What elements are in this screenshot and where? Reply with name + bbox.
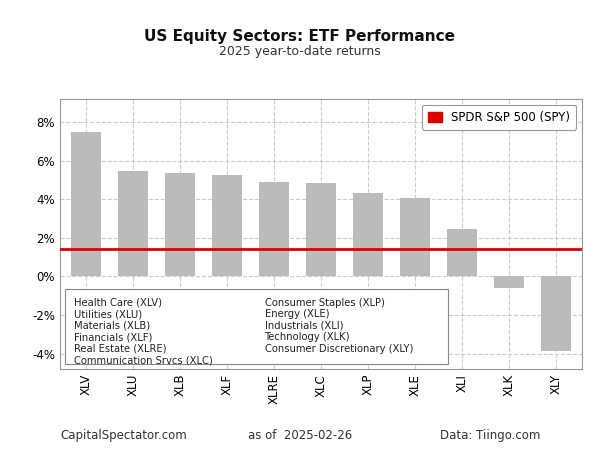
Bar	[353, 193, 383, 276]
Text: US Equity Sectors: ETF Performance: US Equity Sectors: ETF Performance	[145, 29, 455, 44]
Text: Technology (XLK): Technology (XLK)	[265, 333, 350, 342]
Text: Materials (XLB): Materials (XLB)	[74, 321, 150, 331]
Text: Industrials (XLI): Industrials (XLI)	[265, 321, 343, 331]
Bar	[164, 173, 195, 276]
Bar	[494, 276, 524, 288]
Legend: SPDR S&P 500 (SPY): SPDR S&P 500 (SPY)	[422, 105, 576, 130]
Bar	[306, 183, 336, 276]
Bar	[118, 171, 148, 276]
Text: 2025 year-to-date returns: 2025 year-to-date returns	[219, 45, 381, 58]
Bar	[447, 229, 478, 276]
Bar	[541, 276, 571, 351]
Text: Communication Srvcs (XLC): Communication Srvcs (XLC)	[74, 356, 213, 365]
FancyBboxPatch shape	[65, 289, 448, 364]
Text: Consumer Discretionary (XLY): Consumer Discretionary (XLY)	[265, 344, 413, 354]
Text: Energy (XLE): Energy (XLE)	[265, 309, 329, 319]
Text: CapitalSpectator.com: CapitalSpectator.com	[60, 429, 187, 442]
Bar	[71, 132, 101, 276]
Bar	[212, 175, 242, 276]
Text: Data: Tiingo.com: Data: Tiingo.com	[440, 429, 540, 442]
Text: Consumer Staples (XLP): Consumer Staples (XLP)	[265, 297, 385, 308]
Text: Health Care (XLV): Health Care (XLV)	[74, 297, 162, 308]
Text: Financials (XLF): Financials (XLF)	[74, 333, 152, 342]
Text: as of  2025-02-26: as of 2025-02-26	[248, 429, 352, 442]
Text: Real Estate (XLRE): Real Estate (XLRE)	[74, 344, 167, 354]
Bar	[400, 198, 430, 276]
Bar	[259, 181, 289, 276]
Text: Utilities (XLU): Utilities (XLU)	[74, 309, 142, 319]
